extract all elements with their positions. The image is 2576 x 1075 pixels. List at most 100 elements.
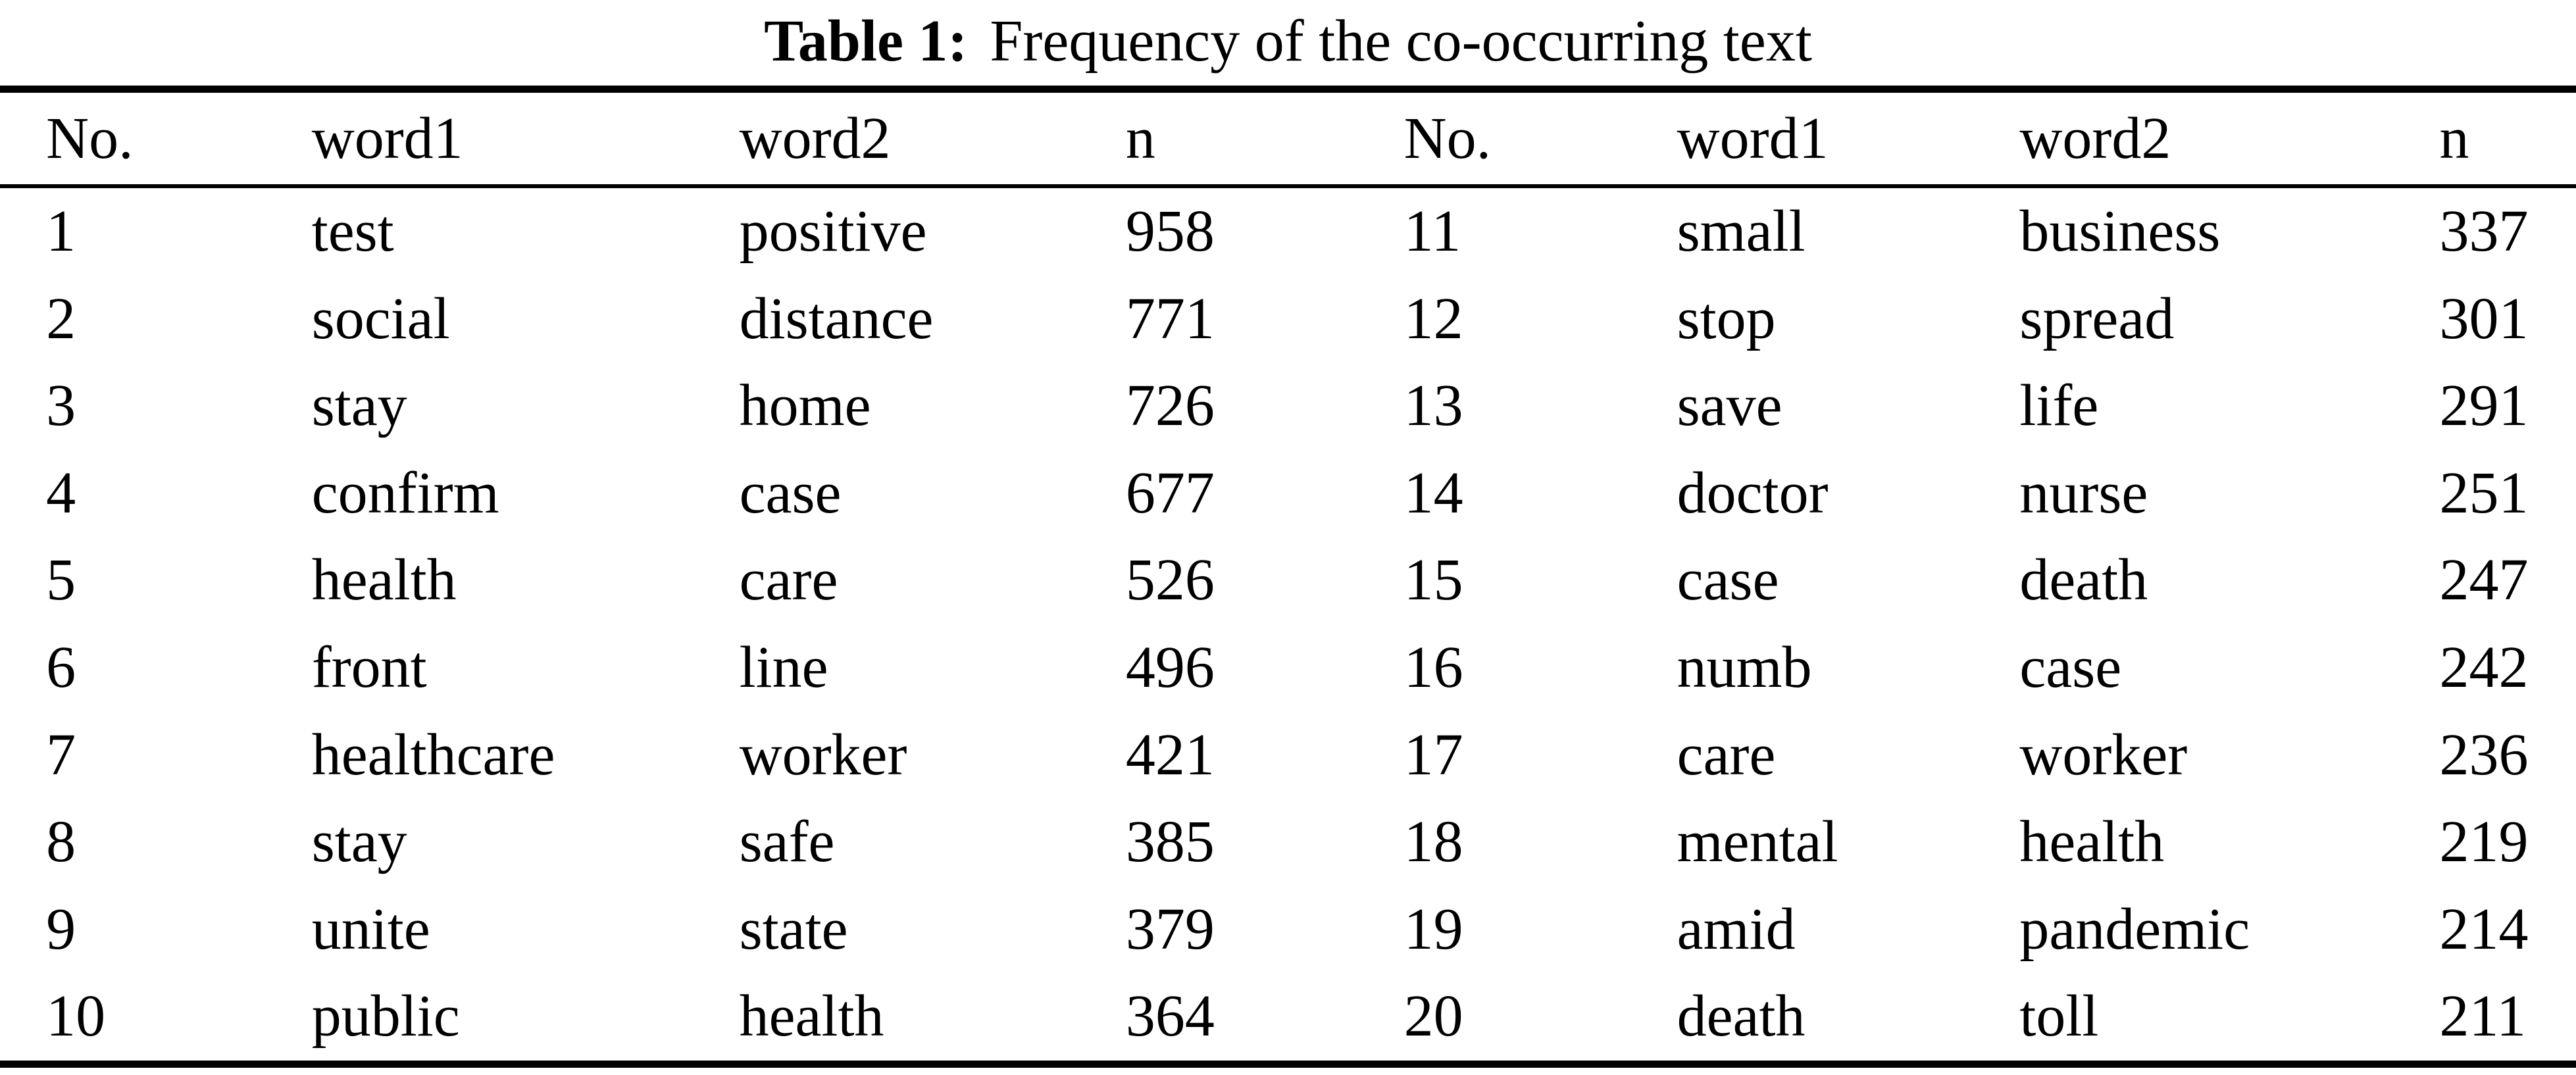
table-row: 6 front line 496 16 numb case 242 (0, 624, 2576, 712)
table-row: 9 unite state 379 19 amid pandemic 214 (0, 886, 2576, 974)
row-number-cell: 9 (46, 896, 76, 962)
row-number-cell: 1 (46, 199, 76, 264)
word2-cell: state (739, 896, 848, 962)
word2-cell: care (739, 547, 838, 613)
word1-cell: front (311, 634, 427, 700)
count-cell: 677 (1125, 460, 1215, 526)
word2-cell: toll (2019, 984, 2099, 1049)
column-header-n: n (1125, 106, 1155, 171)
row-number-cell: 17 (1403, 722, 1463, 788)
column-header-word2: word2 (2019, 106, 2171, 171)
count-cell: 526 (1125, 547, 1215, 613)
table-label: Table 1: (764, 9, 968, 74)
table-row: 1 test positive 958 11 small business 337 (0, 188, 2576, 276)
word2-cell: nurse (2019, 460, 2148, 526)
word1-cell: mental (1677, 809, 1838, 875)
row-number-cell: 2 (46, 286, 76, 351)
count-cell: 421 (1125, 722, 1215, 788)
word1-cell: small (1677, 199, 1806, 264)
table-row: 5 health care 526 15 case death 247 (0, 537, 2576, 624)
top-rule (0, 86, 2576, 93)
count-cell: 251 (2439, 460, 2529, 526)
word1-cell: health (311, 547, 457, 613)
row-number-cell: 5 (46, 547, 76, 613)
word2-cell: pandemic (2019, 896, 2250, 962)
count-cell: 242 (2439, 634, 2529, 700)
word2-cell: case (739, 460, 842, 526)
table-row: 4 confirm case 677 14 doctor nurse 251 (0, 450, 2576, 538)
row-number-cell: 11 (1403, 199, 1461, 264)
word1-cell: death (1677, 984, 1806, 1049)
count-cell: 291 (2439, 373, 2529, 439)
word2-cell: safe (739, 809, 835, 875)
row-number-cell: 15 (1403, 547, 1463, 613)
row-number-cell: 13 (1403, 373, 1463, 439)
count-cell: 726 (1125, 373, 1215, 439)
word2-cell: worker (2019, 722, 2188, 788)
word2-cell: health (2019, 809, 2165, 875)
row-number-cell: 8 (46, 809, 76, 875)
word2-cell: positive (739, 199, 927, 264)
bottom-rule (0, 1061, 2576, 1068)
word1-cell: healthcare (311, 722, 555, 788)
count-cell: 958 (1125, 199, 1215, 264)
column-header-word2: word2 (739, 106, 891, 171)
table-row: 3 stay home 726 13 save life 291 (0, 362, 2576, 450)
table-header-row: No. word1 word2 n No. word1 word2 n (0, 93, 2576, 184)
table-row: 10 public health 364 20 death toll 211 (0, 973, 2576, 1061)
word2-cell: worker (739, 722, 907, 788)
word1-cell: case (1677, 547, 1779, 613)
count-cell: 236 (2439, 722, 2529, 788)
word1-cell: stay (311, 373, 407, 439)
row-number-cell: 18 (1403, 809, 1463, 875)
word1-cell: test (311, 199, 394, 264)
count-cell: 211 (2439, 984, 2527, 1049)
word2-cell: health (739, 984, 884, 1049)
word1-cell: confirm (311, 460, 499, 526)
word1-cell: public (311, 984, 460, 1049)
row-number-cell: 7 (46, 722, 76, 788)
row-number-cell: 16 (1403, 634, 1463, 700)
word2-cell: life (2019, 373, 2099, 439)
column-header-n: n (2439, 106, 2469, 171)
table-body: 1 test positive 958 11 small business 337 2 socia… (0, 188, 2576, 1061)
word1-cell: stop (1677, 286, 1776, 351)
count-cell: 385 (1125, 809, 1215, 875)
word1-cell: stay (311, 809, 407, 875)
word1-cell: save (1677, 373, 1782, 439)
word1-cell: care (1677, 722, 1776, 788)
count-cell: 771 (1125, 286, 1215, 351)
count-cell: 214 (2439, 896, 2529, 962)
row-number-cell: 3 (46, 373, 76, 439)
column-header-word1: word1 (1677, 106, 1829, 171)
row-number-cell: 19 (1403, 896, 1463, 962)
table-caption: Table 1: Frequency of the co-occurring te… (0, 0, 2576, 83)
count-cell: 247 (2439, 547, 2529, 613)
word1-cell: doctor (1677, 460, 1829, 526)
count-cell: 337 (2439, 199, 2529, 264)
word2-cell: home (739, 373, 871, 439)
word1-cell: social (311, 286, 450, 351)
row-number-cell: 12 (1403, 286, 1463, 351)
row-number-cell: 6 (46, 634, 76, 700)
column-header-no: No. (46, 106, 134, 171)
table-row: 7 healthcare worker 421 17 care worker 236 (0, 712, 2576, 799)
column-header-word1: word1 (311, 106, 463, 171)
count-cell: 219 (2439, 809, 2529, 875)
table-row: 2 social distance 771 12 stop spread 301 (0, 276, 2576, 363)
row-number-cell: 14 (1403, 460, 1463, 526)
word2-cell: spread (2019, 286, 2175, 351)
word2-cell: death (2019, 547, 2148, 613)
count-cell: 496 (1125, 634, 1215, 700)
word1-cell: amid (1677, 896, 1796, 962)
table-row: 8 stay safe 385 18 mental health 219 (0, 799, 2576, 886)
row-number-cell: 10 (46, 984, 106, 1049)
count-cell: 364 (1125, 984, 1215, 1049)
row-number-cell: 20 (1403, 984, 1463, 1049)
word2-cell: distance (739, 286, 934, 351)
word2-cell: case (2019, 634, 2122, 700)
mid-rule (0, 184, 2576, 188)
count-cell: 379 (1125, 896, 1215, 962)
word2-cell: line (739, 634, 828, 700)
